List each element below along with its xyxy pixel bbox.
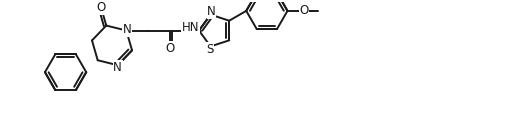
Text: O: O [300,4,309,17]
Text: N: N [113,61,122,74]
Text: O: O [96,1,106,14]
Text: N: N [207,5,216,18]
Text: S: S [206,43,213,56]
Text: N: N [123,23,131,36]
Text: HN: HN [181,21,199,34]
Text: O: O [165,42,174,55]
